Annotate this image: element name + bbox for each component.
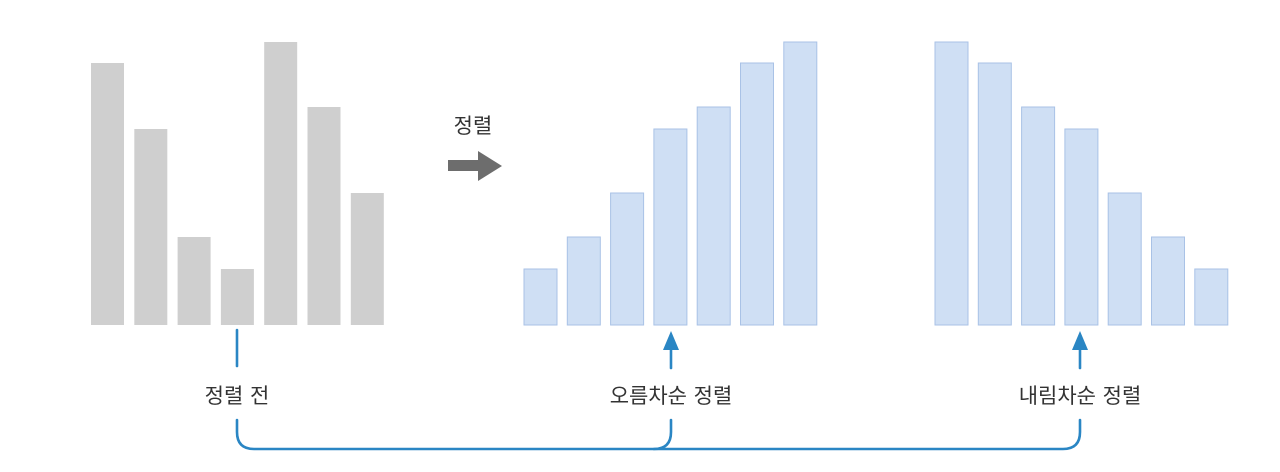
before-bar-5 bbox=[264, 42, 298, 325]
ascending-bar-5 bbox=[696, 106, 731, 326]
descending-bar-6 bbox=[1151, 236, 1185, 326]
before-bar-6 bbox=[307, 107, 341, 325]
sort-arrow-label: 정렬 bbox=[454, 114, 493, 138]
descending-up-arrow-icon bbox=[1072, 331, 1088, 350]
ascending-bar-4 bbox=[653, 128, 688, 326]
bar-groups bbox=[91, 41, 1229, 326]
ascending-connector-joint bbox=[652, 418, 673, 451]
ascending-bar-7 bbox=[783, 41, 818, 326]
before-sort-label: 정렬 전 bbox=[205, 384, 270, 408]
ascending-bar-group bbox=[523, 41, 818, 326]
bottom-connector-path bbox=[235, 418, 1082, 451]
before-bar-group bbox=[91, 42, 384, 325]
descending-bar-2 bbox=[977, 62, 1012, 326]
before-bar-4 bbox=[220, 269, 254, 325]
ascending-bar-6 bbox=[740, 62, 774, 326]
before-bar-1 bbox=[91, 63, 124, 325]
connector-lines bbox=[235, 328, 1082, 451]
before-bar-3 bbox=[177, 237, 211, 325]
descending-bar-group bbox=[934, 41, 1229, 326]
right-arrow-icon bbox=[448, 151, 502, 181]
before-bar-7 bbox=[350, 193, 384, 325]
ascending-bar-3 bbox=[610, 192, 645, 326]
descending-bar-5 bbox=[1107, 192, 1142, 326]
descending-bar-7 bbox=[1194, 268, 1229, 326]
descending-bar-3 bbox=[1021, 106, 1056, 326]
descending-sort-label: 내림차순 정렬 bbox=[1019, 384, 1142, 408]
ascending-bar-2 bbox=[566, 236, 601, 326]
ascending-sort-label: 오름차순 정렬 bbox=[610, 384, 733, 408]
ascending-up-arrow-icon bbox=[663, 331, 679, 350]
descending-bar-1 bbox=[934, 41, 969, 326]
descending-bar-4 bbox=[1064, 128, 1099, 326]
before-bar-2 bbox=[134, 129, 168, 325]
ascending-bar-1 bbox=[523, 268, 558, 326]
